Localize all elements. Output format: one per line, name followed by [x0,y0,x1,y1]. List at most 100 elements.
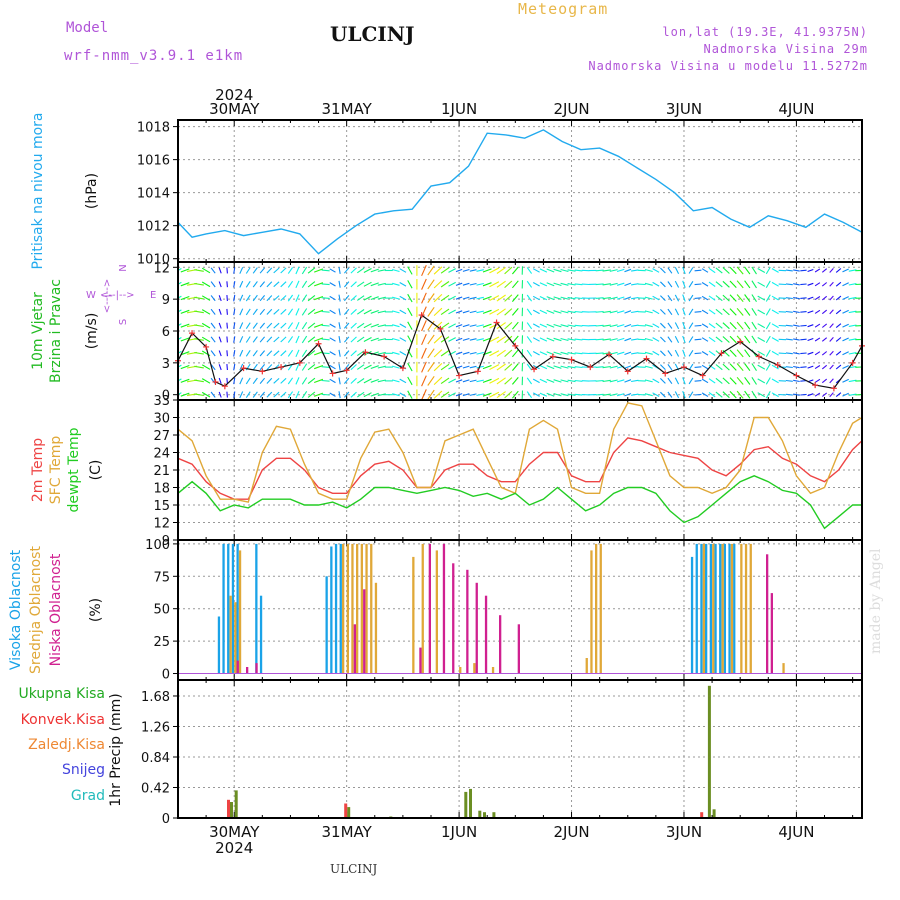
wind-arrow-566 [567,310,576,314]
wind-arrow-713 [674,349,680,357]
wind-arrow-774 [715,336,723,343]
wind-arrow-689 [652,268,660,273]
wind-arrow-119 [252,267,258,274]
wind-arrow-218 [321,283,330,286]
wind-arrow-776 [715,308,723,315]
wind-arrow-781 [722,377,730,385]
wind-arrow-389 [440,267,450,274]
location-coords: lon,lat (19.3E, 41.9375N) [662,25,868,39]
bottom-day-label-3: 2JUN [553,823,589,841]
wind-arrow-564 [567,338,576,341]
wind-arrow-790 [729,391,737,399]
wind-arrow-473 [504,349,513,358]
wind-arrow-335 [407,321,413,330]
wind-arrow-887 [793,296,800,300]
wind-arrow-19 [180,268,190,273]
wind-arrow-117 [252,294,258,302]
wind-arrow-657 [631,296,639,300]
wind-arrow-728 [682,280,686,288]
wind-arrow-683 [652,350,660,356]
wind-arrow-151 [280,377,287,384]
cloud-high-bar-8 [330,546,333,674]
legend-conv-precip: Konvek.Kisa [21,712,105,728]
wind-arrow-747 [694,297,702,299]
wind-arrow-167 [287,294,294,302]
cloud-mid-bar-10 [374,582,378,674]
wind-arrow-603 [595,352,604,355]
wind-arrow-203 [314,351,324,356]
wind-arrow-439 [476,269,484,272]
wind-arrow-686 [652,309,660,315]
wind-arrow-885 [793,324,800,327]
wind-arrow-226 [329,309,336,315]
wind-arrow-685 [652,323,660,328]
wind-arrow-164 [287,336,294,343]
wind-arrow-877 [785,297,793,300]
wind-arrow-469 [496,266,506,274]
wind-arrow-113 [252,350,258,357]
cloud-ylabel-mid: Srednja Oblacnost [28,546,44,674]
wind-arrow-373 [433,349,443,358]
wind-arrow-0 [178,392,182,396]
wind-arrow-621 [609,379,618,383]
wind-arrow-339 [407,266,413,275]
wind-arrow-405 [455,324,463,328]
wind-arrow-30 [194,393,204,397]
wind-arrow-671 [644,379,653,383]
wind-arrow-376 [433,307,443,316]
wind-arrow-368 [427,279,435,290]
cloud-high-bar-17 [719,543,722,674]
wind-arrow-185 [301,322,308,330]
temp-ytick-label-3: 18 [153,482,170,497]
wind-arrow-796 [729,308,737,316]
wind-arrow-907 [807,296,814,300]
wind-arrow-207 [314,295,324,301]
wind-arrow-124 [259,336,266,343]
wind-arrow-484 [511,335,519,344]
wind-arrow-789 [722,267,730,274]
wind-arrow-527 [539,295,548,301]
wind-arrow-271 [363,378,372,384]
wind-arrow-112 [252,363,258,371]
cloud-high-bar-13 [700,543,703,674]
legend-graupel-precip: Zaledj.Kisa [28,737,105,753]
wind-arrow-504 [526,336,533,343]
precip-total-bar-9 [707,685,711,818]
wind-arrow-538 [546,282,555,287]
wind-arrow-284 [370,337,379,342]
wind-arrow-182 [301,363,308,371]
wind-ytick-label-2: 6 [162,325,170,340]
wind-arrow-109 [245,267,251,274]
wind-arrow-442 [482,364,492,370]
wind-arrow-447 [482,295,492,301]
wind-arrow-121 [259,377,266,384]
wind-speed-marker-13 [381,353,388,360]
wind-arrow-432 [476,365,484,369]
precip-conv-bar-2 [700,812,704,818]
wind-arrow-635 [616,324,625,328]
wind-arrow-531 [546,378,555,383]
wind-arrow-449 [482,268,492,273]
wind-arrow-476 [504,308,513,316]
wind-arrow-143 [273,350,280,357]
wind-arrow-69 [218,267,222,274]
temp-ytick-label-1: 12 [153,517,170,532]
wind-arrow-458 [489,281,500,288]
temp-ylabel-2m: 2m Temp [30,438,46,502]
wind-arrow-556 [560,310,569,314]
wind-arrow-577 [574,297,583,300]
wind-arrow-890 [800,393,807,396]
wind-arrow-489 [511,266,519,275]
cloud-low-bar-14 [766,554,769,674]
wind-arrow-704 [667,336,673,343]
wind-arrow-576 [574,310,583,313]
top-day-label-2: 1JUN [441,100,477,118]
wind-arrow-608 [595,283,604,286]
wind-arrow-716 [674,308,680,316]
wind-arrow-336 [407,307,413,317]
wind-arrow-614 [602,338,611,341]
wind-arrow-365 [427,320,435,331]
wind-arrow-751 [701,378,709,384]
wind-arrow-88 [233,281,236,288]
wind-arrow-72 [226,364,228,371]
